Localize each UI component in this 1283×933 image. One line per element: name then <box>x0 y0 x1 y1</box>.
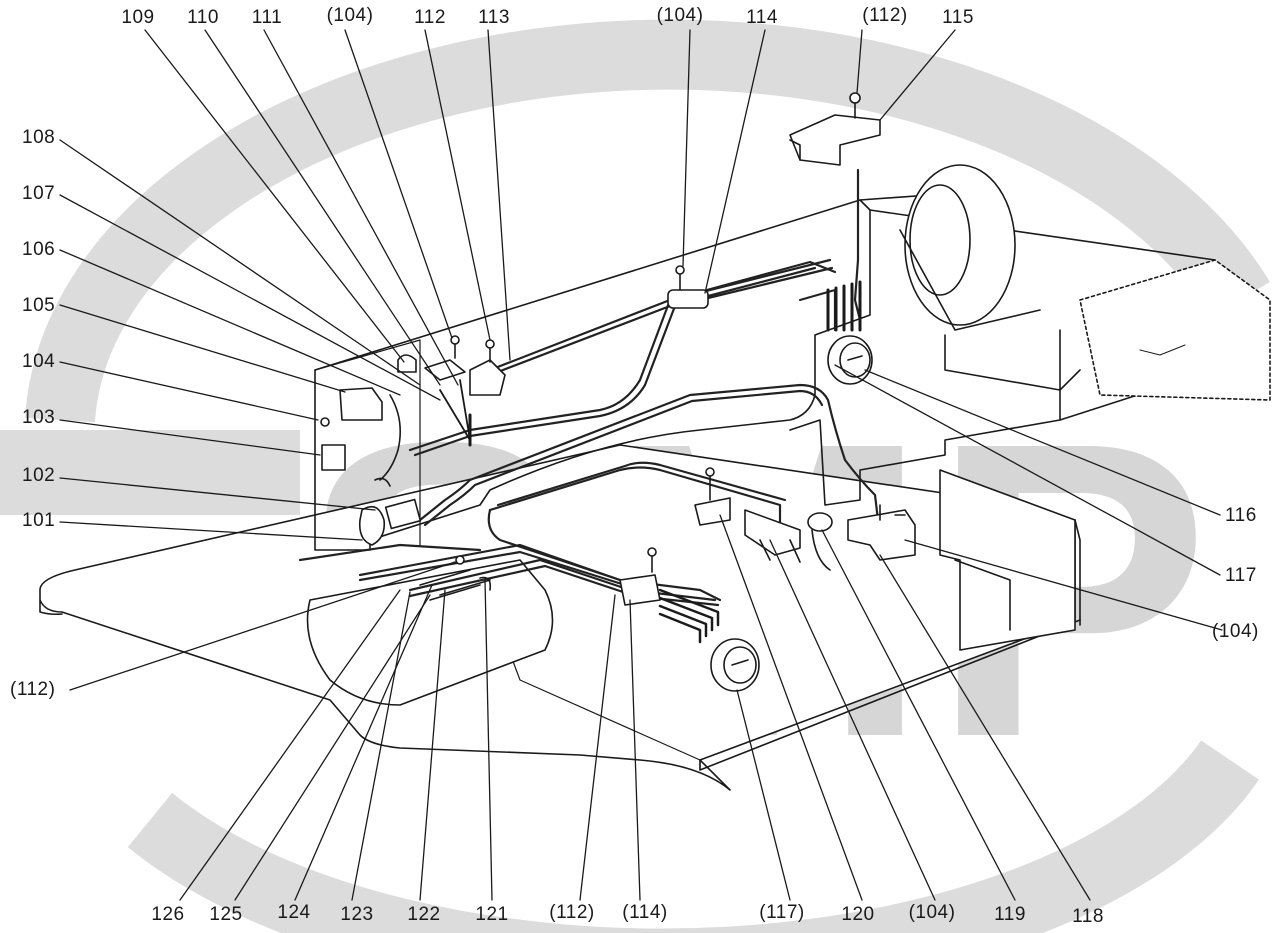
leader-lines <box>59 29 1223 901</box>
callout-112-bottom: (112) <box>549 902 595 923</box>
callout-106: 106 <box>22 239 56 260</box>
callout-120: 120 <box>841 904 875 925</box>
callout-125: 125 <box>209 904 243 925</box>
callout-124: 124 <box>277 902 311 923</box>
clamp-113 <box>469 359 506 396</box>
knob-116 <box>827 335 873 385</box>
callout-114-bottom: (114) <box>622 902 668 923</box>
callout-101: 101 <box>22 510 56 531</box>
wire-harness-arm <box>418 383 880 522</box>
callout-103: 103 <box>22 407 56 428</box>
callout-113: 113 <box>478 7 510 28</box>
callout-110: 110 <box>187 7 219 28</box>
bracket-115 <box>789 114 881 166</box>
knob-117-lower <box>710 638 760 692</box>
callout-112: 112 <box>414 7 446 28</box>
callout-111: 111 <box>251 7 283 28</box>
callout-116: 116 <box>1225 505 1257 526</box>
callout-118: 118 <box>1072 906 1104 927</box>
switch-105 <box>339 387 383 421</box>
callout-104-bottom: (104) <box>908 902 956 923</box>
callout-114: 114 <box>746 7 778 28</box>
callout-104-right: (104) <box>1212 621 1259 642</box>
callout-119: 119 <box>994 904 1026 925</box>
callout-108: 108 <box>22 127 56 148</box>
callout-112-top-right: (112) <box>862 5 908 26</box>
connector-pins-upper <box>826 280 862 332</box>
callout-117: 117 <box>1225 565 1257 586</box>
clamp-114b <box>619 574 661 606</box>
callout-112-left: (112) <box>10 679 56 700</box>
callout-121: 121 <box>475 904 509 925</box>
callout-126: 126 <box>151 904 185 925</box>
callout-107: 107 <box>22 183 56 204</box>
lamp-101 <box>358 505 386 546</box>
callout-104: 104 <box>22 351 56 372</box>
callout-115: 115 <box>942 7 974 28</box>
wire-harness-upper <box>408 258 832 452</box>
callout-123: 123 <box>340 904 374 925</box>
bracket-118 <box>847 509 916 561</box>
wire-harness-bed <box>488 466 782 532</box>
callout-104-top-left: (104) <box>326 5 374 26</box>
callout-117-bottom: (117) <box>759 902 805 923</box>
connector-pins-lower <box>658 588 720 644</box>
callout-109: 109 <box>121 7 155 28</box>
callout-104-top-mid: (104) <box>656 5 704 26</box>
callout-122: 122 <box>407 904 441 925</box>
callout-105: 105 <box>22 295 56 316</box>
cap-119 <box>807 512 833 532</box>
part-102 <box>384 498 422 530</box>
callout-102: 102 <box>22 465 56 486</box>
clamp-114 <box>667 289 709 309</box>
cylinder-arm <box>306 559 554 706</box>
